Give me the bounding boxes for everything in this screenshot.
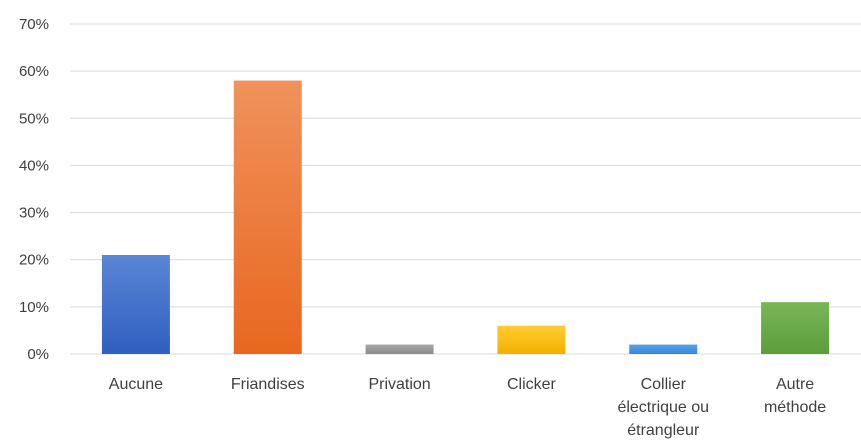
y-tick-label: 70% <box>19 16 49 33</box>
x-category-label-line: méthode <box>764 399 826 416</box>
x-category-label: Aucune <box>109 376 163 393</box>
bars <box>101 80 830 355</box>
y-tick-label: 60% <box>19 63 49 80</box>
bar-collier-électrique-ou-étrangleur <box>629 344 698 354</box>
gridlines <box>70 23 861 355</box>
y-tick-label: 10% <box>19 299 49 316</box>
x-category-label: Clicker <box>507 376 557 393</box>
x-category-label-line: Friandises <box>231 376 305 393</box>
x-category-label-line: étrangleur <box>627 422 700 439</box>
bar-friandises <box>233 80 302 355</box>
x-category-label-line: Collier <box>641 376 687 393</box>
bar-privation <box>365 344 434 354</box>
x-category-label-line: Clicker <box>507 376 557 393</box>
x-category-label: Autre méthode <box>764 376 826 416</box>
x-category-label-line: électrique ou <box>617 399 709 416</box>
x-category-label-line: Privation <box>368 376 430 393</box>
x-category-label-line: Aucune <box>109 376 163 393</box>
x-category-label: Privation <box>368 376 430 393</box>
x-category-label: Friandises <box>231 376 305 393</box>
y-tick-label: 50% <box>19 110 49 127</box>
y-axis-ticks: 0% 10% 20% 30% 40% 50% 60% 70% <box>19 16 49 363</box>
x-category-label: Collier électrique ou étrangleur <box>617 376 709 439</box>
x-category-label-line: Autre <box>776 376 814 393</box>
bar-autre-méthode <box>761 302 830 354</box>
y-tick-label: 40% <box>19 157 49 174</box>
y-tick-label: 20% <box>19 252 49 269</box>
x-axis-labels: Aucune Friandises Privation Clicker Collier é… <box>109 376 827 439</box>
bar-clicker <box>497 325 566 354</box>
bar-aucune <box>101 255 170 354</box>
y-tick-label: 30% <box>19 205 49 222</box>
y-tick-label: 0% <box>27 346 49 363</box>
